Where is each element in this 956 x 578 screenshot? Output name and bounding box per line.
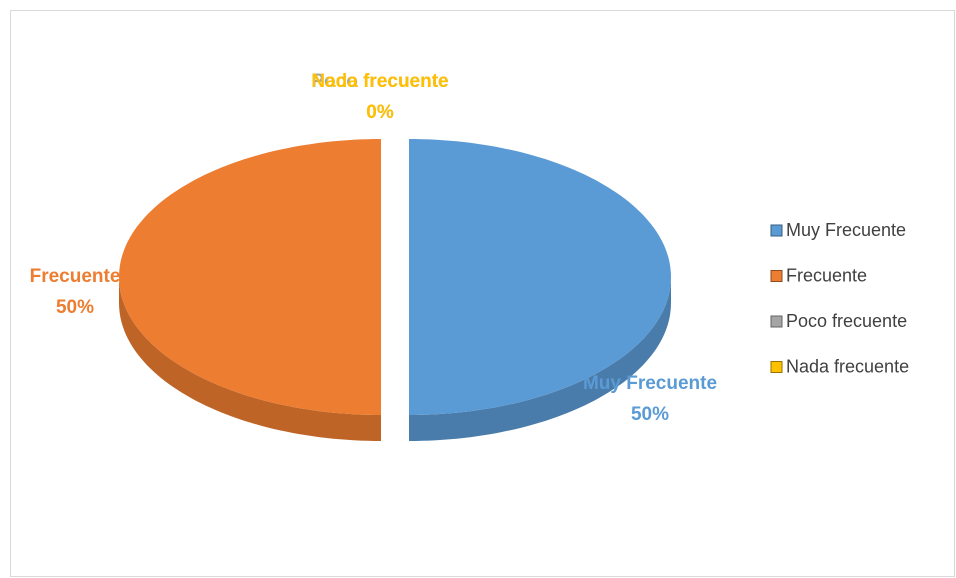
data-label-value: 0% bbox=[366, 102, 394, 123]
slice-top bbox=[119, 139, 381, 415]
data-label-value: 50% bbox=[631, 404, 669, 425]
slice-side bbox=[409, 277, 671, 441]
pie-slice bbox=[119, 139, 381, 441]
legend-label: Frecuente bbox=[786, 265, 867, 285]
legend-swatch bbox=[770, 361, 783, 373]
data-label-name: Poco frecuente bbox=[311, 71, 448, 92]
pie-slice bbox=[409, 139, 671, 441]
data-label-value: 50% bbox=[56, 297, 94, 318]
slice-side bbox=[119, 277, 381, 441]
legend-swatch bbox=[770, 270, 783, 282]
legend-label: Muy Frecuente bbox=[786, 220, 906, 240]
data-label-name: Nada frecuente bbox=[311, 71, 448, 92]
legend-swatch bbox=[770, 315, 783, 328]
legend-swatch bbox=[770, 224, 783, 237]
legend-label: Nada frecuente bbox=[786, 356, 909, 376]
legend-label: Poco frecuente bbox=[786, 311, 907, 331]
data-label-name: Muy Frecuente bbox=[583, 373, 717, 394]
data-label-name: Frecuente bbox=[30, 266, 121, 287]
data-label-value: 0% bbox=[366, 102, 394, 123]
slice-top bbox=[409, 139, 671, 415]
